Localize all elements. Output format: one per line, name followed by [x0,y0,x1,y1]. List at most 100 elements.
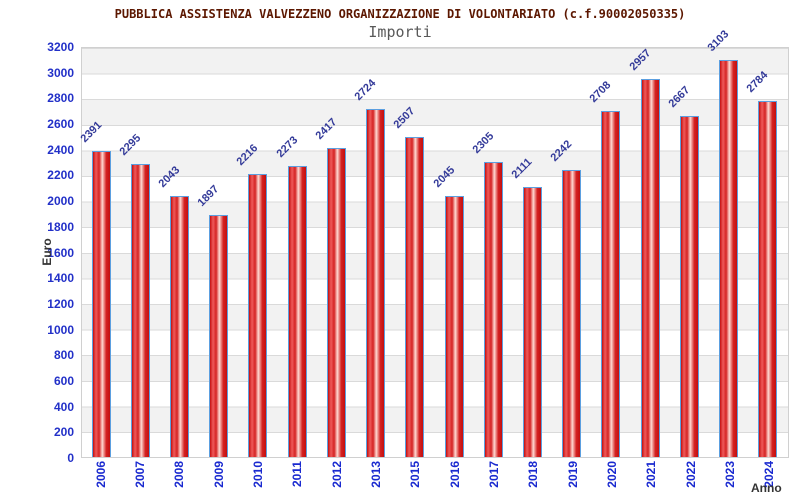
y-tick-200: 200 [53,425,74,440]
y-tick-1600: 1600 [47,245,74,260]
bar-2019 [562,170,582,457]
bar-value-label: 2295 [117,131,144,158]
bar-slot-2010: 2216 [235,48,278,457]
x-tick-label: 2017 [486,461,501,488]
bar-value-label: 2273 [274,134,301,161]
x-tick-label: 2016 [447,461,462,488]
x-tick-2013: 2013 [356,461,395,499]
y-tick-2400: 2400 [47,142,74,157]
x-tick-label: 2021 [644,461,659,488]
bar-value-label: 2417 [313,116,340,143]
bar-slot-2022: 2667 [666,48,709,457]
bar-value-label: 2507 [391,104,418,131]
y-tick-1000: 1000 [47,322,74,337]
x-tick-2010: 2010 [238,461,277,499]
y-tick-2200: 2200 [47,168,74,183]
bar-2012 [326,148,346,457]
y-tick-1400: 1400 [47,271,74,286]
x-tick-2017: 2017 [474,461,513,499]
bar-2009 [209,214,229,457]
bar-slot-2016: 2045 [431,48,474,457]
y-tick-600: 600 [53,373,74,388]
x-axis-tick-labels: 2006 2007 2008 2009 2010 2011 2012 2013 2015 2016… [81,461,789,499]
bar-slot-2021: 2957 [627,47,670,457]
y-tick-800: 800 [53,348,74,363]
x-tick-2006: 2006 [81,461,120,499]
y-tick-1800: 1800 [47,219,74,234]
x-tick-label: 2009 [211,461,226,488]
x-tick-2007: 2007 [120,461,159,499]
bar-slot-2020: 2708 [588,48,631,457]
chart-subtitle: Importi [368,23,432,41]
bar-2022 [679,116,699,457]
bar-2016 [444,195,464,457]
bar-slot-2007: 2295 [117,48,160,457]
x-tick-2020: 2020 [592,461,631,499]
x-tick-2022: 2022 [671,461,710,499]
bar-2013 [366,108,386,457]
x-tick-2012: 2012 [317,461,356,499]
x-tick-label: 2010 [250,461,265,488]
x-tick-label: 2015 [408,461,423,488]
bar-value-label: 2724 [352,77,379,103]
x-tick-2008: 2008 [160,461,199,499]
bar-2024 [758,101,778,457]
bar-slot-2023: 3103 [706,29,749,457]
bars-container: 2391 2295 2043 1897 2216 2273 2417 2724 2507 2045… [78,29,788,457]
x-tick-label: 2023 [722,461,737,488]
x-tick-2019: 2019 [553,461,592,499]
x-tick-2016: 2016 [435,461,474,499]
bar-value-label: 2667 [666,84,693,111]
y-tick-1200: 1200 [47,296,74,311]
x-tick-2018: 2018 [514,461,553,499]
bar-value-label: 2216 [234,141,261,168]
y-axis-title: Euro [40,238,54,266]
x-tick-label: 2012 [329,461,344,488]
x-tick-label: 2011 [290,461,305,488]
bar-value-label: 2305 [470,130,497,157]
bar-slot-2011: 2273 [274,48,317,457]
bar-2007 [130,163,150,457]
bar-2011 [287,166,307,457]
chart-title: PUBBLICA ASSISTENZA VALVEZZENO ORGANIZZA… [114,7,686,21]
bar-slot-2012: 2417 [313,48,356,457]
bar-value-label: 1897 [195,182,222,209]
y-tick-400: 400 [53,399,74,414]
y-tick-2800: 2800 [47,91,74,106]
x-tick-2021: 2021 [632,461,671,499]
bar-value-label: 2045 [431,163,457,190]
x-tick-2009: 2009 [199,461,238,499]
bar-2020 [601,110,621,457]
bar-value-label: 2111 [509,156,535,182]
bar-slot-2024: 2784 [745,48,788,457]
bar-slot-2008: 2043 [157,48,199,457]
y-tick-3000: 3000 [47,65,74,80]
bar-2008 [170,195,190,457]
x-tick-label: 2020 [604,461,619,488]
x-axis-title: Anno [751,481,782,495]
bar-slot-2019: 2242 [549,48,592,457]
bar-2021 [640,79,660,457]
bar-value-label: 2957 [627,47,653,74]
bar-value-label: 2708 [587,79,614,105]
bar-slot-2006: 2391 [78,48,121,457]
x-tick-2015: 2015 [396,461,435,499]
bar-2018 [523,187,543,457]
x-tick-2023: 2023 [710,461,749,499]
x-tick-2011: 2011 [278,461,317,499]
bar-2017 [483,162,503,457]
bar-slot-2015: 2507 [392,48,435,457]
bar-value-label: 2242 [548,138,575,165]
bar-slot-2018: 2111 [509,48,552,457]
bar-value-label: 2391 [78,119,104,146]
y-tick-2600: 2600 [47,117,74,132]
y-tick-3200: 3200 [47,40,74,54]
x-tick-label: 2022 [683,461,698,488]
bar-2015 [405,136,425,457]
x-tick-label: 2013 [368,461,383,488]
bar-slot-2017: 2305 [470,48,513,457]
x-tick-label: 2008 [172,461,187,488]
bar-value-label: 2784 [744,69,771,96]
x-tick-label: 2018 [526,461,541,488]
